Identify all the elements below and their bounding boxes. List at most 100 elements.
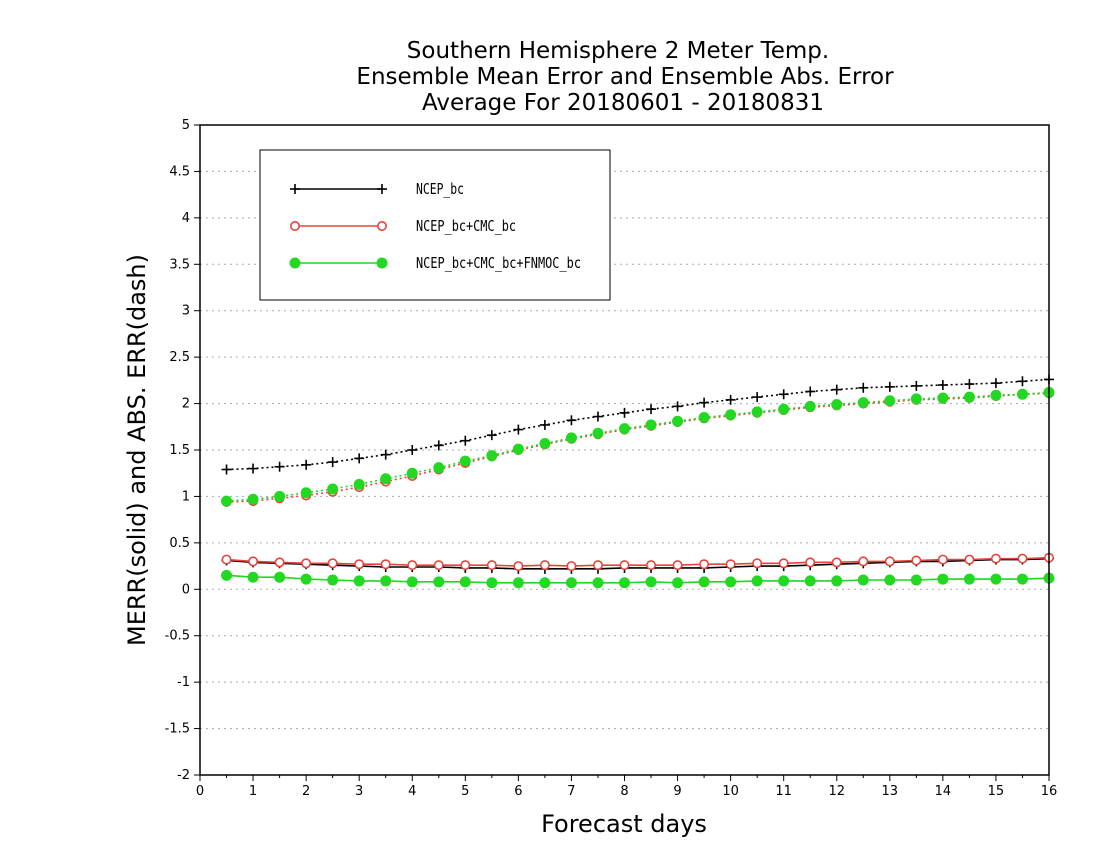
merr-point: [274, 557, 285, 568]
y-tick-label: 1: [182, 489, 190, 504]
merr-point: [566, 561, 577, 572]
abs-err-point: [805, 386, 816, 397]
abs-err-point: [592, 411, 603, 422]
abs-err-point: [301, 459, 312, 470]
abs-err-point: [248, 463, 259, 474]
abs-err-point: [274, 461, 285, 472]
abs-err-point: [672, 415, 684, 427]
x-tick-label: 0: [196, 784, 204, 799]
merr-point: [858, 556, 869, 567]
legend-marker: [376, 221, 387, 232]
legend-items: NCEP_bc NCEP_bc+CMC_bc NCEP_bc+CMC_bc+FNMO…: [289, 180, 581, 272]
abs-err-point: [1016, 388, 1028, 400]
merr-point: [274, 571, 286, 583]
abs-err-point: [964, 379, 975, 390]
x-tick-label: 2: [302, 784, 310, 799]
legend-item-ncep-bc: NCEP_bc: [290, 180, 464, 198]
x-tick-label: 9: [673, 784, 681, 799]
abs-err-point: [380, 449, 391, 460]
merr-point: [592, 577, 604, 589]
y-tick-label: 0.5: [169, 536, 190, 551]
merr-point: [539, 560, 550, 571]
chart-title: Southern Hemisphere 2 Meter Temp. Ensemb…: [356, 38, 894, 116]
abs-err-point: [990, 378, 1001, 389]
merr-point: [857, 574, 869, 586]
abs-err-point: [778, 403, 790, 415]
abs-err-point: [672, 401, 683, 412]
x-tick-label: 5: [461, 784, 469, 799]
abs-err-point: [247, 493, 259, 505]
merr-point: [565, 577, 577, 589]
merr-point: [646, 560, 657, 571]
y-tick-label: 1.5: [169, 443, 190, 458]
abs-err-point: [699, 397, 710, 408]
merr-point: [963, 573, 975, 585]
abs-err-point: [619, 407, 630, 418]
merr-point: [301, 558, 312, 569]
x-tick-label: 16: [1041, 784, 1058, 799]
merr-point: [990, 553, 1001, 564]
y-tick-label: 5: [182, 118, 190, 133]
abs-err-point: [353, 478, 365, 490]
x-tick-label: 15: [988, 784, 1005, 799]
abs-err-point: [1017, 376, 1028, 387]
merr-point: [327, 574, 339, 586]
merr-point: [513, 561, 524, 572]
abs-err-point: [698, 412, 710, 423]
merr-point: [725, 576, 737, 588]
merr-point: [407, 560, 418, 571]
abs-err-point: [539, 438, 551, 449]
y-tick-label: 0: [182, 582, 190, 597]
abs-err-point: [804, 400, 816, 412]
merr-point: [486, 577, 498, 589]
merr-point: [354, 559, 365, 570]
merr-point: [512, 577, 524, 589]
legend-marker: [289, 257, 301, 269]
merr-point: [725, 559, 736, 570]
merr-point: [1016, 573, 1028, 585]
y-tick-label: 4: [182, 211, 190, 226]
merr-point: [380, 575, 392, 587]
merr-point: [486, 560, 497, 571]
abs-err-point: [910, 393, 922, 405]
abs-err-point: [645, 419, 657, 431]
abs-err-point: [274, 490, 286, 502]
x-tick-label: 10: [722, 784, 739, 799]
abs-err-point: [565, 432, 577, 444]
merr-point: [539, 577, 551, 589]
x-tick-label: 4: [408, 784, 416, 799]
merr-point: [645, 576, 657, 588]
merr-point: [327, 558, 338, 569]
merr-point: [831, 557, 842, 568]
legend-marker: [290, 184, 300, 194]
abs-err-point: [459, 455, 471, 467]
legend-marker: [376, 257, 388, 269]
x-tick-label: 13: [882, 784, 899, 799]
abs-err-point: [512, 443, 524, 455]
x-tick-label: 6: [514, 784, 522, 799]
title-line-2: Ensemble Mean Error and Ensemble Abs. Er…: [356, 64, 894, 90]
merr-point: [619, 577, 630, 589]
abs-err-point: [619, 423, 630, 435]
abs-err-line-ncep-bc-cmc-bc: [226, 392, 1050, 503]
x-tick-label: 3: [355, 784, 363, 799]
x-tick-label: 1: [249, 784, 257, 799]
merr-point: [911, 555, 922, 566]
merr-point: [831, 575, 843, 587]
abs-err-point: [858, 382, 869, 393]
merr-point: [964, 554, 975, 565]
merr-point: [805, 557, 816, 568]
abs-err-point: [221, 495, 233, 507]
x-tick-label: 14: [935, 784, 952, 799]
merr-point: [247, 571, 259, 583]
abs-err-point: [327, 457, 338, 468]
abs-err-point: [300, 487, 312, 499]
merr-point: [221, 569, 233, 581]
legend-item-ncep-bc-cmc-bc: NCEP_bc+CMC_bc: [289, 217, 516, 235]
merr-point: [698, 576, 710, 588]
legend-label: NCEP_bc: [416, 180, 464, 198]
x-axis-label: Forecast days: [541, 810, 707, 838]
abs-err-point: [539, 419, 550, 430]
y-tick-label: -1.5: [165, 722, 190, 737]
merr-point: [778, 558, 789, 569]
